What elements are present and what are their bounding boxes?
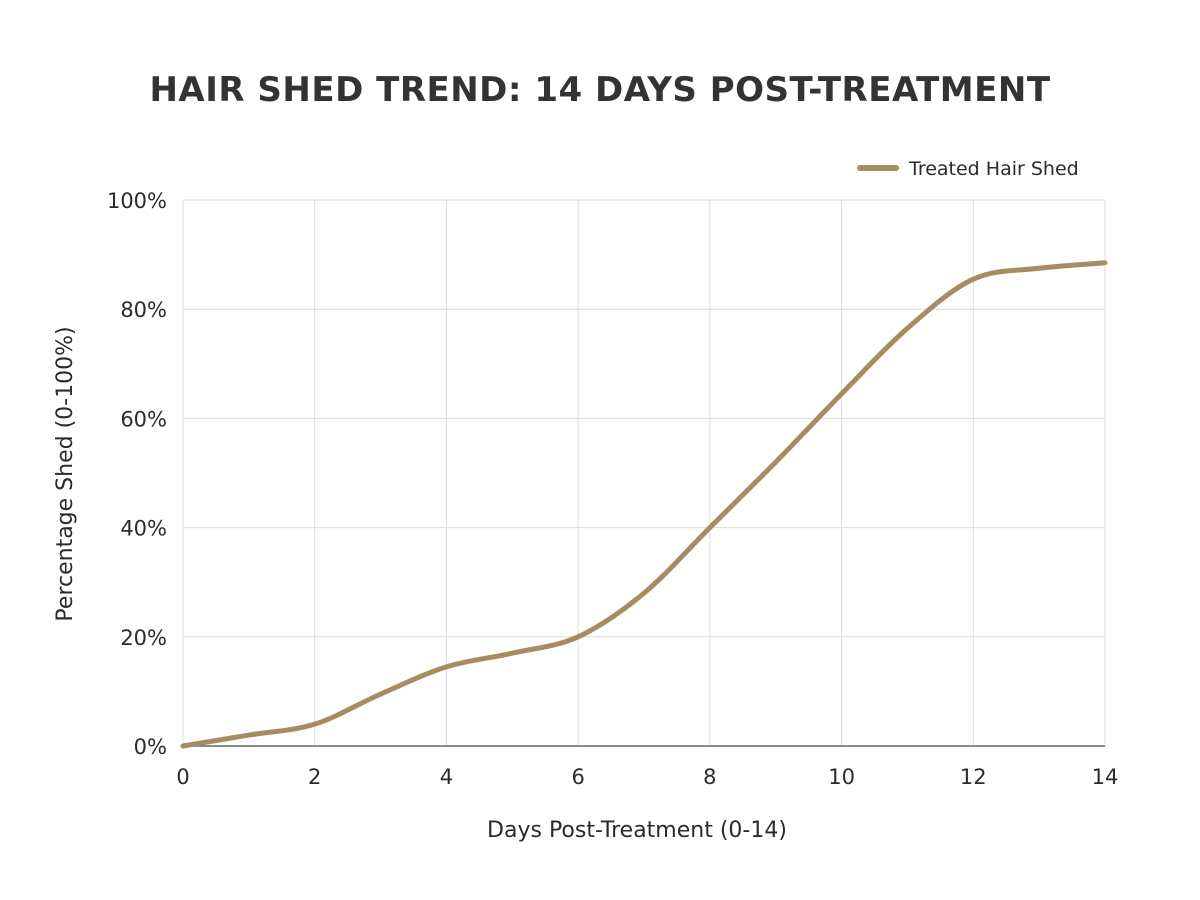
x-axis-label: Days Post-Treatment (0-14) [487,818,787,843]
chart-title: HAIR SHED TREND: 14 DAYS POST-TREATMENT [149,70,1051,110]
x-tick-label: 14 [1092,765,1119,789]
y-tick-label: 20% [120,626,167,650]
x-tick-label: 10 [828,765,855,789]
y-axis-label: Percentage Shed (0-100%) [53,326,78,621]
y-tick-label: 80% [120,298,167,322]
x-tick-label: 2 [308,765,321,789]
x-tick-labels: 0 2 4 6 8 10 12 14 [176,765,1118,789]
legend: Treated Hair Shed [857,158,1079,180]
legend-label: Treated Hair Shed [908,158,1079,180]
x-tick-label: 4 [440,765,453,789]
grid-lines [182,199,1106,746]
y-tick-label: 0% [134,735,167,759]
x-tick-label: 12 [960,765,987,789]
y-tick-label: 40% [120,517,167,541]
y-tick-label: 100% [107,189,167,213]
series-lines [180,260,1108,749]
x-tick-label: 8 [703,765,716,789]
x-tick-label: 0 [176,765,189,789]
series-line-treated-hair-shed [180,260,1108,749]
y-tick-label: 60% [120,407,167,431]
y-tick-labels: 0% 20% 40% 60% 80% 100% [107,189,167,759]
x-tick-label: 6 [571,765,584,789]
